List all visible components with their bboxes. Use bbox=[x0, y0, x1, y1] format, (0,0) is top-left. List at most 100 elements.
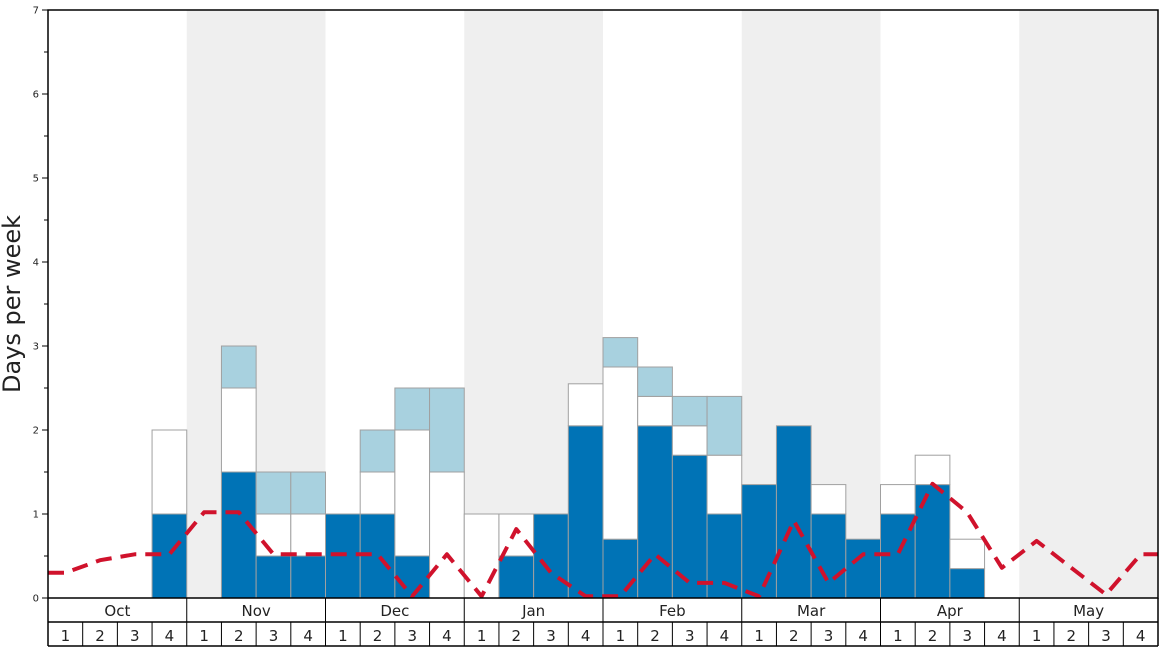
y-tick-label: 1 bbox=[33, 510, 39, 521]
month-label: Jan bbox=[521, 602, 545, 620]
month-bands bbox=[186, 10, 1158, 598]
y-tick-label: 2 bbox=[33, 426, 39, 437]
bar-segment-3 bbox=[671, 395, 708, 427]
bar-segment-2 bbox=[220, 387, 257, 473]
week-label: 4 bbox=[581, 627, 591, 645]
bar-segment-3 bbox=[359, 429, 396, 473]
week-label: 3 bbox=[130, 627, 140, 645]
bar-segment-2 bbox=[949, 538, 986, 570]
bar-segment-3 bbox=[637, 366, 673, 397]
week-label: 2 bbox=[373, 627, 383, 645]
bar-segment-1 bbox=[255, 555, 292, 599]
bar-segment-2 bbox=[810, 484, 847, 515]
week-label: 1 bbox=[477, 627, 487, 645]
bar-segment-1 bbox=[394, 555, 431, 599]
y-tick-label: 4 bbox=[33, 258, 39, 269]
dashed-line-series bbox=[48, 481, 1158, 599]
bar-segment-2 bbox=[706, 454, 743, 515]
bar-segment-3 bbox=[602, 337, 639, 368]
week-label: 3 bbox=[962, 627, 972, 645]
week-label: 2 bbox=[650, 627, 660, 645]
bar-segment-2 bbox=[914, 454, 951, 486]
week-label: 1 bbox=[893, 627, 903, 645]
month-label: Dec bbox=[380, 602, 409, 620]
bar-segment-1 bbox=[220, 471, 257, 599]
bar-segment-2 bbox=[671, 425, 708, 456]
month-label: Feb bbox=[659, 602, 686, 620]
week-label: 3 bbox=[269, 627, 279, 645]
y-axis-label: Days per week bbox=[0, 215, 26, 393]
week-label: 2 bbox=[928, 627, 938, 645]
bar-segment-2 bbox=[151, 429, 188, 515]
week-label: 1 bbox=[61, 627, 71, 645]
week-label: 4 bbox=[858, 627, 868, 645]
bar-segment-3 bbox=[290, 471, 326, 515]
week-label: 1 bbox=[1032, 627, 1042, 645]
bar-segment-1 bbox=[533, 513, 569, 599]
week-label: 3 bbox=[407, 627, 417, 645]
bar-segment-1 bbox=[637, 425, 673, 599]
week-label: 1 bbox=[338, 627, 348, 645]
bar-segment-2 bbox=[463, 513, 500, 599]
week-label: 2 bbox=[1067, 627, 1077, 645]
week-label: 4 bbox=[1136, 627, 1146, 645]
bar-segment-1 bbox=[949, 568, 986, 599]
bar-segment-2 bbox=[567, 383, 604, 427]
bar-segment-1 bbox=[741, 484, 777, 599]
bar-segment-2 bbox=[880, 484, 916, 515]
week-label: 3 bbox=[685, 627, 695, 645]
y-tick-label: 6 bbox=[33, 90, 39, 101]
week-label: 1 bbox=[199, 627, 209, 645]
month-label: May bbox=[1073, 602, 1104, 620]
bar-segment-3 bbox=[220, 345, 257, 389]
week-label: 3 bbox=[824, 627, 834, 645]
bar-segment-2 bbox=[394, 429, 431, 557]
bar-segment-1 bbox=[671, 454, 708, 599]
bar-segment-2 bbox=[602, 366, 639, 540]
bar-segment-1 bbox=[775, 425, 812, 599]
week-label: 3 bbox=[546, 627, 556, 645]
bar-segment-3 bbox=[255, 471, 292, 515]
bar-segment-2 bbox=[255, 513, 292, 557]
week-label: 3 bbox=[1101, 627, 1111, 645]
week-label: 4 bbox=[997, 627, 1007, 645]
week-label: 4 bbox=[442, 627, 452, 645]
bar-segment-3 bbox=[706, 395, 743, 456]
bar-segment-1 bbox=[498, 555, 535, 599]
bar-segment-2 bbox=[637, 395, 673, 427]
week-label: 2 bbox=[789, 627, 799, 645]
week-label: 4 bbox=[720, 627, 730, 645]
y-tick-label: 0 bbox=[33, 594, 39, 605]
y-tick-label: 3 bbox=[33, 342, 39, 353]
bar-segment-1 bbox=[706, 513, 743, 599]
bar-segment-1 bbox=[290, 555, 326, 599]
week-label: 4 bbox=[165, 627, 175, 645]
y-tick-label: 5 bbox=[33, 174, 39, 185]
week-label: 1 bbox=[616, 627, 626, 645]
week-label: 4 bbox=[303, 627, 313, 645]
bar-segment-3 bbox=[429, 387, 465, 473]
y-tick-label: 7 bbox=[33, 6, 39, 17]
bar-segment-2 bbox=[429, 471, 465, 599]
bar-segment-1 bbox=[914, 484, 951, 599]
bar-segment-2 bbox=[290, 513, 326, 557]
bar-segment-3 bbox=[394, 387, 431, 431]
week-label: 2 bbox=[95, 627, 105, 645]
week-label: 2 bbox=[512, 627, 522, 645]
month-label: Nov bbox=[241, 602, 270, 620]
y-axis: 0 1 2 3 4 5 6 7 bbox=[33, 6, 48, 605]
week-label: 2 bbox=[234, 627, 244, 645]
week-label: 1 bbox=[754, 627, 764, 645]
bar-segment-1 bbox=[602, 538, 639, 599]
month-label: Oct bbox=[104, 602, 130, 620]
x-axis: Oct Nov Dec Jan Feb Mar Apr May 1 2 3 4 1 2 3 4 1 2 3 4 1 2 3 4… bbox=[47, 598, 1159, 647]
month-label: Apr bbox=[937, 602, 964, 620]
month-label: Mar bbox=[797, 602, 826, 620]
bar-segment-1 bbox=[567, 425, 604, 599]
bar-segment-1 bbox=[810, 513, 847, 599]
month-band bbox=[1019, 10, 1158, 598]
bar-segment-1 bbox=[845, 538, 881, 599]
dashed-line bbox=[48, 481, 1158, 599]
